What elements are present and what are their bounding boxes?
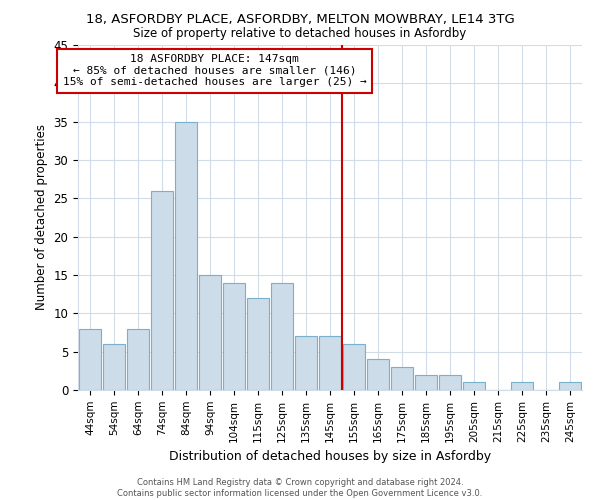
Bar: [151, 190, 173, 390]
Bar: [391, 367, 413, 390]
Text: Contains HM Land Registry data © Crown copyright and database right 2024.
Contai: Contains HM Land Registry data © Crown c…: [118, 478, 482, 498]
Bar: [511, 382, 533, 390]
Bar: [415, 374, 437, 390]
Bar: [103, 344, 125, 390]
X-axis label: Distribution of detached houses by size in Asfordby: Distribution of detached houses by size …: [169, 450, 491, 463]
Bar: [463, 382, 485, 390]
Bar: [199, 275, 221, 390]
Bar: [79, 328, 101, 390]
Bar: [247, 298, 269, 390]
Bar: [319, 336, 341, 390]
Y-axis label: Number of detached properties: Number of detached properties: [35, 124, 48, 310]
Bar: [175, 122, 197, 390]
Bar: [559, 382, 581, 390]
Bar: [127, 328, 149, 390]
Text: Size of property relative to detached houses in Asfordby: Size of property relative to detached ho…: [133, 28, 467, 40]
Bar: [223, 282, 245, 390]
Text: 18 ASFORDBY PLACE: 147sqm
← 85% of detached houses are smaller (146)
15% of semi: 18 ASFORDBY PLACE: 147sqm ← 85% of detac…: [63, 54, 367, 88]
Bar: [271, 282, 293, 390]
Bar: [367, 360, 389, 390]
Bar: [439, 374, 461, 390]
Text: 18, ASFORDBY PLACE, ASFORDBY, MELTON MOWBRAY, LE14 3TG: 18, ASFORDBY PLACE, ASFORDBY, MELTON MOW…: [86, 12, 514, 26]
Bar: [295, 336, 317, 390]
Bar: [343, 344, 365, 390]
